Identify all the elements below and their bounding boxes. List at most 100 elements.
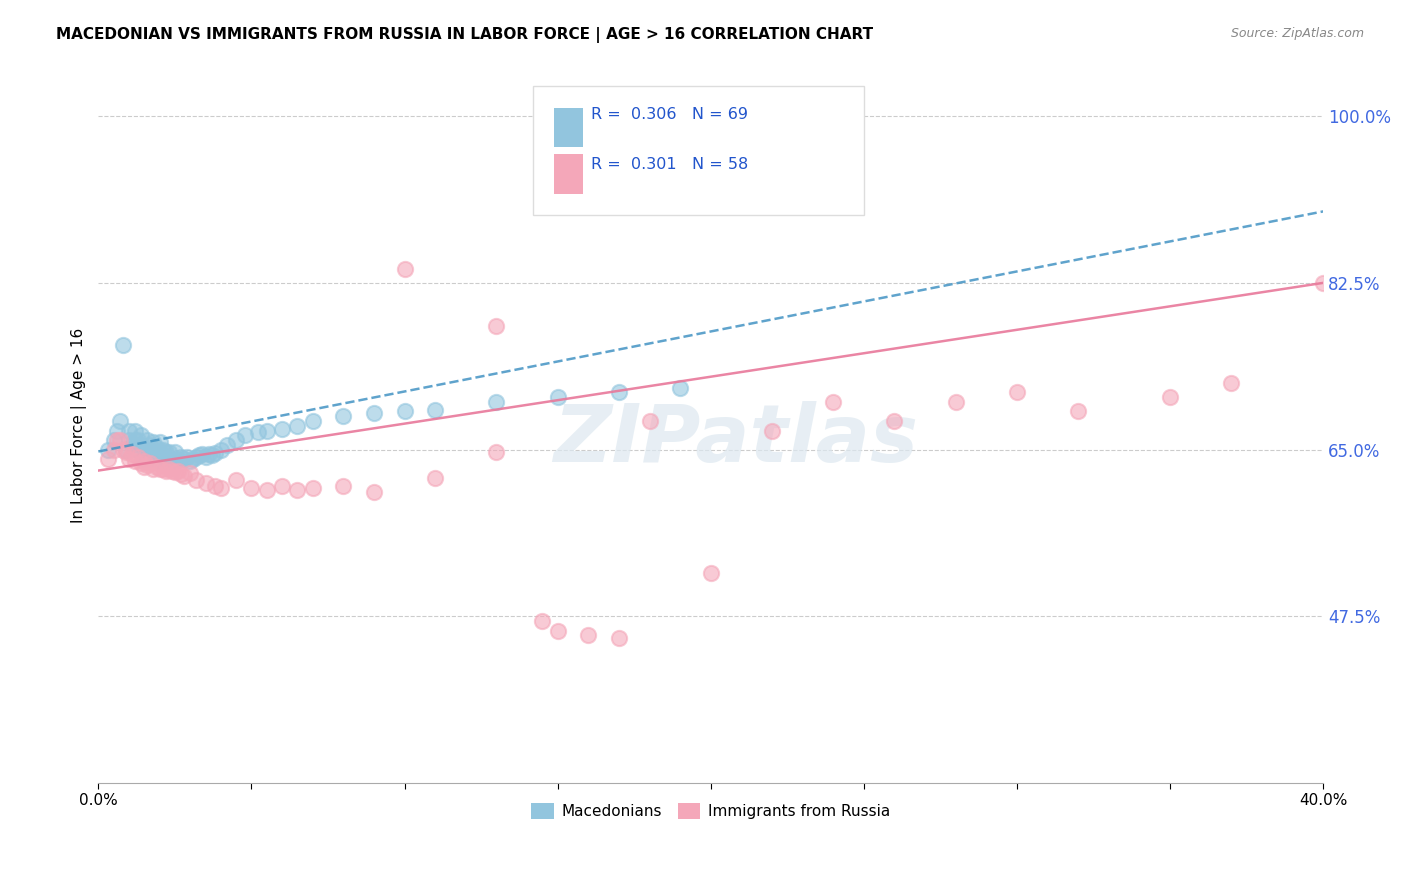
Point (105, 424, 128, 438)
Point (127, 442, 149, 457)
Point (163, 466, 186, 480)
Point (485, 395, 508, 409)
Point (124, 454, 146, 468)
Text: ZIPatlas: ZIPatlas (553, 401, 918, 479)
Point (215, 438, 238, 452)
Point (134, 459, 156, 474)
Point (115, 442, 138, 457)
Point (607, 632, 630, 646)
Point (111, 442, 134, 457)
Point (121, 447, 143, 461)
Point (176, 450, 198, 465)
Point (118, 452, 141, 467)
Point (163, 444, 186, 458)
Point (700, 566, 723, 581)
Point (105, 433, 128, 447)
Point (485, 444, 508, 458)
Point (155, 464, 177, 478)
Point (173, 452, 195, 467)
Point (103, 433, 125, 447)
Point (1312, 276, 1334, 290)
Point (531, 614, 554, 628)
Point (1067, 404, 1090, 418)
Point (134, 454, 156, 468)
Point (256, 483, 278, 497)
Point (669, 381, 692, 395)
Point (233, 428, 256, 442)
Point (332, 479, 354, 493)
Point (145, 450, 167, 465)
Point (121, 438, 143, 452)
Point (547, 390, 569, 404)
Point (204, 479, 226, 493)
Point (363, 485, 385, 500)
Text: R =  0.301   N = 58: R = 0.301 N = 58 (591, 158, 748, 172)
Point (124, 433, 146, 447)
Point (945, 395, 967, 409)
Point (139, 438, 162, 452)
Y-axis label: In Labor Force | Age > 16: In Labor Force | Age > 16 (72, 328, 87, 524)
Point (96, 452, 118, 467)
Point (108, 433, 131, 447)
Point (194, 475, 217, 490)
Point (638, 414, 661, 428)
Point (394, 404, 416, 418)
Point (363, 406, 385, 420)
Point (142, 434, 165, 449)
Point (149, 461, 172, 475)
Point (136, 452, 159, 467)
Point (287, 418, 309, 433)
Point (823, 395, 845, 409)
Point (118, 433, 141, 447)
Text: MACEDONIAN VS IMMIGRANTS FROM RUSSIA IN LABOR FORCE | AGE > 16 CORRELATION CHART: MACEDONIAN VS IMMIGRANTS FROM RUSSIA IN … (56, 27, 873, 43)
Point (118, 424, 141, 438)
Bar (554, 154, 583, 194)
Point (194, 450, 217, 465)
Text: R =  0.306   N = 69: R = 0.306 N = 69 (591, 107, 748, 122)
Point (152, 452, 174, 467)
Point (204, 446, 226, 460)
Point (163, 454, 186, 468)
Point (225, 433, 247, 447)
Point (157, 454, 180, 468)
Point (1220, 376, 1243, 390)
Point (186, 473, 208, 487)
Bar (554, 108, 583, 147)
Point (149, 434, 172, 449)
Point (129, 456, 152, 470)
Point (485, 318, 508, 333)
Point (136, 442, 159, 457)
Point (127, 433, 149, 447)
Legend: Macedonians, Immigrants from Russia: Macedonians, Immigrants from Russia (524, 797, 897, 825)
Point (96, 442, 118, 457)
Point (108, 414, 131, 428)
Point (301, 414, 323, 428)
Point (761, 424, 783, 438)
Point (301, 481, 323, 495)
Point (1159, 390, 1181, 404)
Point (425, 402, 447, 417)
Point (425, 471, 447, 485)
Point (170, 450, 193, 465)
Point (271, 479, 294, 493)
Point (271, 422, 294, 436)
Text: Source: ZipAtlas.com: Source: ZipAtlas.com (1230, 27, 1364, 40)
Point (139, 456, 162, 470)
Point (145, 441, 167, 455)
Point (136, 458, 159, 472)
Point (142, 444, 165, 458)
Point (142, 461, 165, 475)
Point (157, 461, 180, 475)
Point (173, 469, 195, 483)
Point (240, 481, 263, 495)
Point (124, 424, 146, 438)
Point (188, 448, 211, 462)
Point (167, 464, 190, 478)
Point (111, 338, 134, 352)
Point (170, 467, 193, 482)
Point (103, 442, 125, 457)
Point (201, 448, 224, 462)
Point (191, 447, 214, 461)
Point (134, 452, 156, 467)
Point (209, 442, 232, 457)
